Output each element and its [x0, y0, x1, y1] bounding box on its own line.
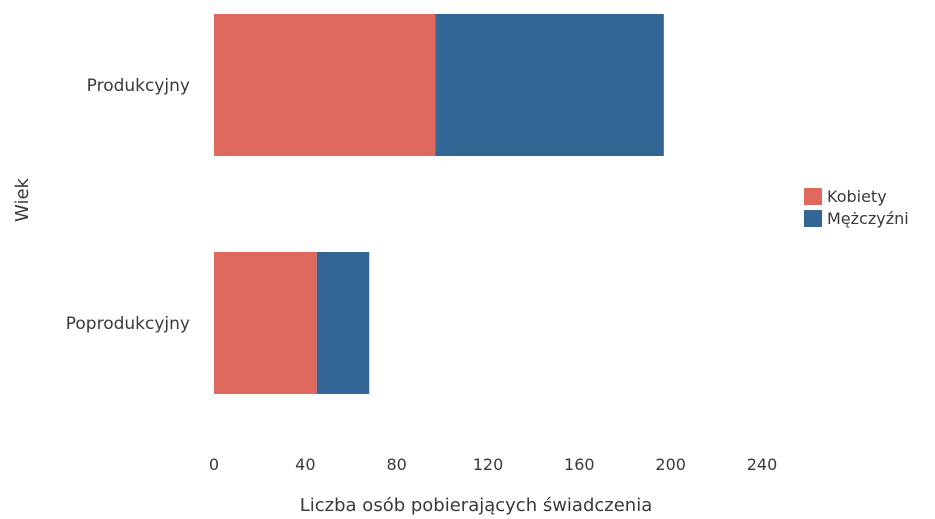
x-tick-label: 120: [473, 455, 504, 474]
legend: Kobiety Mężczyźni: [804, 187, 909, 228]
x-axis-ticks: 0 40 80 120 160 200 240: [209, 455, 777, 474]
x-axis-title: Liczba osób pobierających świadczenia: [300, 495, 653, 516]
x-tick-label: 40: [295, 455, 315, 474]
category-label-poprodukcyjny: Poprodukcyjny: [66, 314, 190, 334]
x-tick-label: 80: [386, 455, 406, 474]
category-label-produkcyjny: Produkcyjny: [87, 76, 190, 96]
y-axis-title: Wiek: [12, 177, 33, 221]
bar-kobiety-produkcyjny: [214, 14, 436, 156]
bar-kobiety-poprodukcyjny: [214, 252, 317, 394]
x-tick-label: 160: [564, 455, 595, 474]
legend-label-kobiety: Kobiety: [827, 187, 887, 206]
bar-mezczyzni-poprodukcyjny: [316, 252, 370, 394]
x-tick-label: 240: [747, 455, 778, 474]
bars-group: [214, 14, 664, 394]
x-tick-label: 200: [655, 455, 686, 474]
legend-swatch-mezczyzni: [804, 210, 822, 227]
x-tick-label: 0: [209, 455, 219, 474]
legend-label-mezczyzni: Mężczyźni: [827, 209, 909, 228]
bar-mezczyzni-produkcyjny: [435, 14, 664, 156]
legend-swatch-kobiety: [804, 188, 822, 205]
